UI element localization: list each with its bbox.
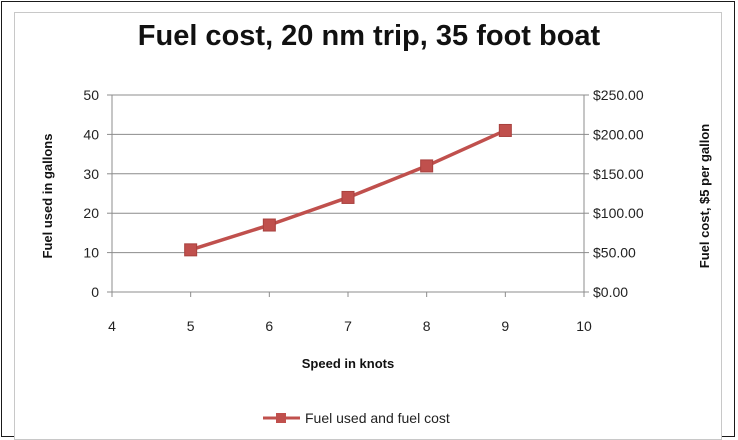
series-line [190, 128, 507, 252]
legend: Fuel used and fuel cost [263, 410, 450, 426]
legend-label: Fuel used and fuel cost [305, 410, 450, 426]
x-tick-label: 6 [265, 318, 273, 334]
data-point [420, 159, 434, 173]
gridlines [112, 94, 584, 254]
x-tick-label: 4 [108, 318, 116, 334]
data-point [498, 123, 512, 137]
y-tick-label: 40 [83, 126, 99, 142]
y2-tick-label: $250.00 [593, 87, 644, 103]
data-point [341, 190, 355, 204]
data-point [184, 243, 198, 257]
y-tick-label: 10 [83, 245, 99, 261]
y-axis-ticks: 0 10 20 30 40 50 [83, 87, 99, 300]
x-tick-label: 7 [344, 318, 352, 334]
x-tick-label: 8 [423, 318, 431, 334]
x-tick-label: 10 [576, 318, 592, 334]
y2-tick-label: $150.00 [593, 166, 644, 182]
chart-title: Fuel cost, 20 nm trip, 35 foot boat [137, 20, 601, 52]
x-tick-label: 9 [501, 318, 509, 334]
y2-tick-label: $0.00 [593, 284, 628, 300]
x-tick-label: 5 [187, 318, 195, 334]
y-tick-label: 30 [83, 166, 99, 182]
y2-tick-label: $50.00 [593, 245, 636, 261]
y-tick-label: 0 [91, 284, 99, 300]
y2-tick-label: $200.00 [593, 126, 644, 142]
axes [107, 94, 589, 297]
chart-area [14, 12, 722, 440]
x-axis-ticks: 4 5 6 7 8 9 10 [108, 318, 592, 334]
data-point [262, 218, 276, 232]
y2-tick-label: $100.00 [593, 205, 644, 221]
y2-axis-ticks: $0.00 $50.00 $100.00 $150.00 $200.00 $250.00 [593, 87, 644, 300]
x-axis-label: Speed in knots [302, 356, 394, 371]
y2-axis-label: Fuel cost, $5 per gallon [697, 124, 712, 269]
y-tick-label: 50 [83, 87, 99, 103]
y-axis-label: Fuel used in gallons [40, 134, 55, 259]
y-tick-label: 20 [83, 205, 99, 221]
series-group [184, 123, 512, 257]
legend-marker [276, 413, 286, 423]
